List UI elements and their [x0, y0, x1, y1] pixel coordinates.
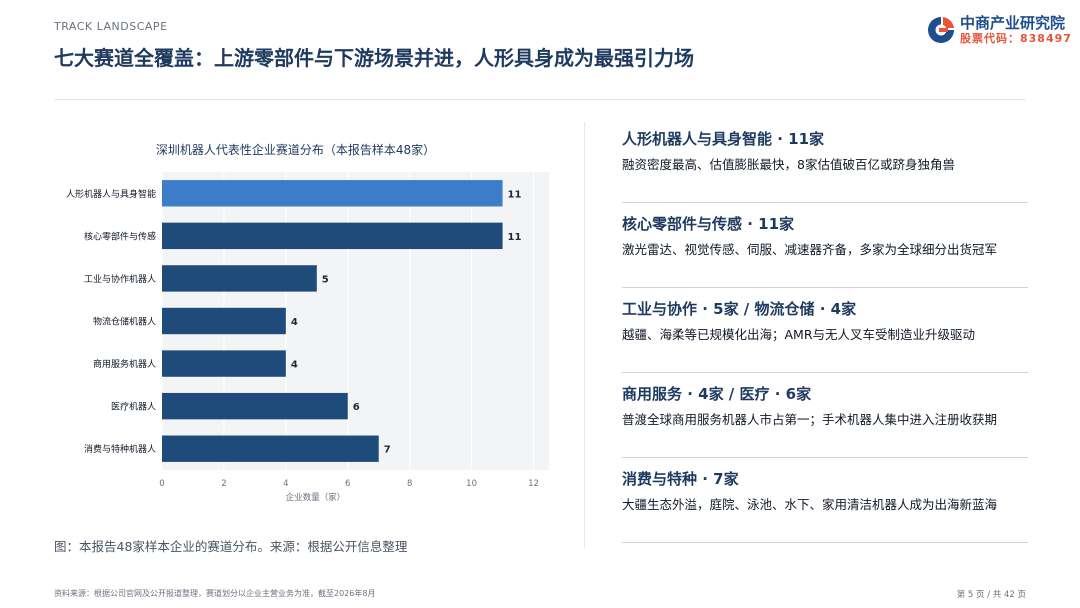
category-tick-label: 人形机器人与具身智能	[66, 188, 156, 200]
track-card-desc: 普渡全球商用服务机器人市占第一；手术机器人集中进入注册收获期	[622, 412, 998, 427]
bar	[162, 180, 503, 207]
data-label: 4	[291, 360, 298, 371]
page-title: 七大赛道全覆盖：上游零部件与下游场景并进，人形具身成为最强引力场	[54, 46, 694, 70]
footer-source: 资料来源：根据公司官网及公开报道整理，赛道划分以企业主营业务为准，截至2026年…	[54, 589, 376, 598]
section-kicker: TRACK LANDSCAPE	[54, 20, 168, 33]
x-tick-label: 0	[159, 479, 164, 489]
track-card-title: 工业与协作 · 5家 / 物流仓储 · 4家	[622, 300, 857, 318]
category-tick-label: 消费与特种机器人	[84, 443, 156, 455]
track-card-desc: 激光雷达、视觉传感、伺服、减速器齐备，多家为全球细分出货冠军	[622, 242, 998, 257]
track-card-title: 消费与特种 · 7家	[622, 470, 739, 488]
track-card-title: 核心零部件与传感 · 11家	[622, 215, 795, 233]
x-tick-label: 10	[466, 479, 477, 489]
category-tick-label: 医疗机器人	[111, 401, 156, 413]
bar	[162, 307, 286, 335]
track-card-title: 商用服务 · 4家 / 医疗 · 6家	[622, 385, 812, 403]
category-tick-label: 物流仓储机器人	[93, 316, 156, 328]
stock-code: 股票代码：838497	[960, 32, 1072, 45]
category-tick-label: 核心零部件与传感	[84, 230, 156, 242]
x-tick-label: 12	[528, 479, 539, 489]
bar	[162, 392, 348, 420]
bar	[162, 265, 317, 292]
track-card-desc: 融资密度最高、估值膨胀最快，8家估值破百亿或跻身独角兽	[622, 157, 955, 172]
data-label: 5	[322, 274, 329, 285]
track-card: 工业与协作 · 5家 / 物流仓储 · 4家 越疆、海柔等已规模化出海；AMR与…	[622, 288, 1028, 373]
track-card-desc: 越疆、海柔等已规模化出海；AMR与无人叉车受制造业升级驱动	[622, 327, 976, 342]
logo-name: 中商产业研究院	[960, 14, 1066, 32]
x-axis-label: 企业数量（家）	[286, 492, 346, 503]
track-card: 人形机器人与具身智能 · 11家 融资密度最高、估值膨胀最快，8家估值破百亿或跻…	[622, 118, 1028, 203]
bar-chart: 深圳机器人代表性企业赛道分布（本报告样本48家） 11 人形机器人与具身智能 11 核心…	[66, 142, 549, 503]
x-tick-label: 4	[283, 479, 288, 489]
bar	[162, 222, 503, 250]
x-tick-label: 2	[221, 479, 226, 489]
bar	[162, 435, 379, 462]
x-tick-label: 6	[345, 479, 350, 489]
chart-title: 深圳机器人代表性企业赛道分布（本报告样本48家）	[156, 142, 435, 157]
bar	[162, 350, 286, 377]
track-card-list: 人形机器人与具身智能 · 11家 融资密度最高、估值膨胀最快，8家估值破百亿或跻…	[622, 118, 1028, 543]
data-label: 6	[353, 402, 360, 413]
logo-mark-icon	[928, 17, 954, 43]
category-tick-label: 商用服务机器人	[93, 358, 156, 370]
category-tick-label: 工业与协作机器人	[84, 273, 156, 285]
data-label: 11	[508, 189, 522, 200]
track-card: 商用服务 · 4家 / 医疗 · 6家 普渡全球商用服务机器人市占第一；手术机器…	[622, 373, 1028, 458]
x-tick-label: 8	[407, 479, 412, 489]
data-label: 11	[508, 232, 522, 243]
company-logo: 中商产业研究院 股票代码：838497	[926, 14, 1072, 46]
track-card: 消费与特种 · 7家 大疆生态外溢，庭院、泳池、水下、家用清洁机器人成为出海新蓝…	[622, 458, 1028, 543]
vertical-divider	[584, 122, 585, 548]
page-number: 第 5 页 / 共 42 页	[956, 590, 1026, 600]
data-label: 7	[384, 445, 391, 456]
track-card: 核心零部件与传感 · 11家 激光雷达、视觉传感、伺服、减速器齐备，多家为全球细…	[622, 203, 1028, 288]
chart-panel: 深圳机器人代表性企业赛道分布（本报告样本48家） 11 人形机器人与具身智能 11 核心…	[54, 130, 564, 510]
track-card-title: 人形机器人与具身智能 · 11家	[622, 130, 825, 148]
chart-caption: 图：本报告48家样本企业的赛道分布。来源：根据公开信息整理	[54, 539, 408, 554]
track-card-desc: 大疆生态外溢，庭院、泳池、水下、家用清洁机器人成为出海新蓝海	[622, 497, 998, 512]
data-label: 4	[291, 317, 298, 328]
header-divider	[54, 99, 1026, 100]
